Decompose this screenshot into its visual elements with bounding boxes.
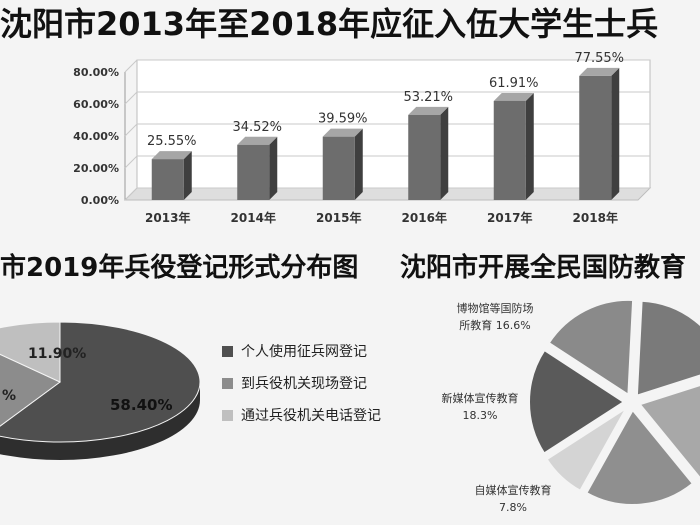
main-chart-title: 沈阳市2013年至2018年应征入伍大学生士兵 <box>0 5 659 43</box>
bar-value-label: 39.59% <box>318 112 368 127</box>
pie-label-self-media-line1: 自媒体宣传教育 <box>474 484 552 497</box>
education-pie-slice <box>528 348 626 455</box>
bar-x-tick-label: 2018年 <box>573 210 618 225</box>
legend-swatch <box>222 377 233 389</box>
pie-slice-label: % <box>2 388 16 404</box>
bar-x-tick-label: 2017年 <box>487 210 532 225</box>
legend-item: 到兵役机关现场登记 <box>222 367 402 399</box>
bar-side <box>525 92 534 200</box>
bar <box>408 114 441 200</box>
bar-gridline <box>124 123 650 137</box>
bar-gridline <box>124 187 650 201</box>
education-pie-slice <box>547 298 635 397</box>
legend-label: 通过兵役机关电话登记 <box>241 408 381 424</box>
pie-label-museum-line1: 博物馆等国防场 <box>456 302 534 315</box>
legend-item: 个人使用征兵网登记 <box>222 335 402 367</box>
bar-value-label: 61.91% <box>489 76 539 91</box>
bar-x-tick-label: 2014年 <box>231 210 276 225</box>
pie-label-new-media-line2: 18.3% <box>462 409 498 422</box>
bar-value-label: 77.55% <box>574 51 624 66</box>
pie-label-museum: 博物馆等国防场 所教育 16.6% <box>440 300 550 334</box>
bar-value-label: 25.55% <box>147 134 197 149</box>
bar-top <box>408 106 449 115</box>
bar-y-tick-label: 40.00% <box>73 130 119 143</box>
bar-top <box>322 128 363 137</box>
education-pie-slice <box>545 406 628 493</box>
bar-y-tick-label: 0.00% <box>81 194 119 207</box>
bar <box>493 100 526 200</box>
bar-floor <box>123 187 652 201</box>
bar-y-tick-label: 20.00% <box>73 162 119 175</box>
bar-side <box>611 67 620 200</box>
bar <box>151 159 184 200</box>
bar-gridline <box>124 155 650 169</box>
legend-swatch <box>222 345 233 357</box>
pie-label-self-media: 自媒体宣传教育 7.8% <box>458 482 568 516</box>
legend-item: 通过兵役机关电话登记 <box>222 399 402 431</box>
bar-y-tick-label: 60.00% <box>73 98 119 111</box>
bar-x-tick-label: 2016年 <box>402 210 447 225</box>
bar-x-tick-label: 2013年 <box>145 210 190 225</box>
pie-label-new-media: 新媒体宣传教育 18.3% <box>425 390 535 424</box>
bar-gridline <box>124 91 650 105</box>
legend-label: 个人使用征兵网登记 <box>241 344 367 360</box>
bar-top <box>151 151 192 160</box>
pie-label-museum-line2: 所教育 16.6% <box>459 319 531 332</box>
bar <box>237 144 270 200</box>
bar-top <box>579 67 620 76</box>
education-pie-slice <box>585 408 695 506</box>
bar-y-tick-label: 80.00% <box>73 66 119 79</box>
education-pie-slice <box>635 299 700 398</box>
bar-value-label: 53.21% <box>403 90 453 105</box>
bar-side <box>440 106 449 200</box>
bar-side <box>269 136 278 200</box>
registration-legend: 个人使用征兵网登记 到兵役机关现场登记 通过兵役机关电话登记 <box>222 335 402 431</box>
bar-x-tick-label: 2015年 <box>316 210 361 225</box>
pie-slice <box>0 321 61 383</box>
bar-side <box>354 128 363 200</box>
bar-top <box>237 136 278 145</box>
bar <box>579 75 612 200</box>
pie-slice-label: 11.90% <box>28 346 86 362</box>
pie-label-self-media-line2: 7.8% <box>499 501 527 514</box>
legend-swatch <box>222 409 233 421</box>
education-pie-slice <box>637 384 700 480</box>
bar-side <box>183 151 192 200</box>
bar <box>322 136 355 200</box>
bar-value-label: 34.52% <box>232 120 282 135</box>
pie-label-new-media-line1: 新媒体宣传教育 <box>441 392 519 405</box>
pie-slice <box>0 321 201 443</box>
education-chart-title: 沈阳市开展全民国防教育 <box>400 253 687 283</box>
registration-chart-title: 市2019年兵役登记形式分布图 <box>0 253 359 283</box>
legend-label: 到兵役机关现场登记 <box>241 376 367 392</box>
bar-top <box>493 92 534 101</box>
bar-gridline <box>124 59 650 73</box>
pie-slice <box>0 353 61 427</box>
pie-slice-label: 58.40% <box>110 396 172 414</box>
